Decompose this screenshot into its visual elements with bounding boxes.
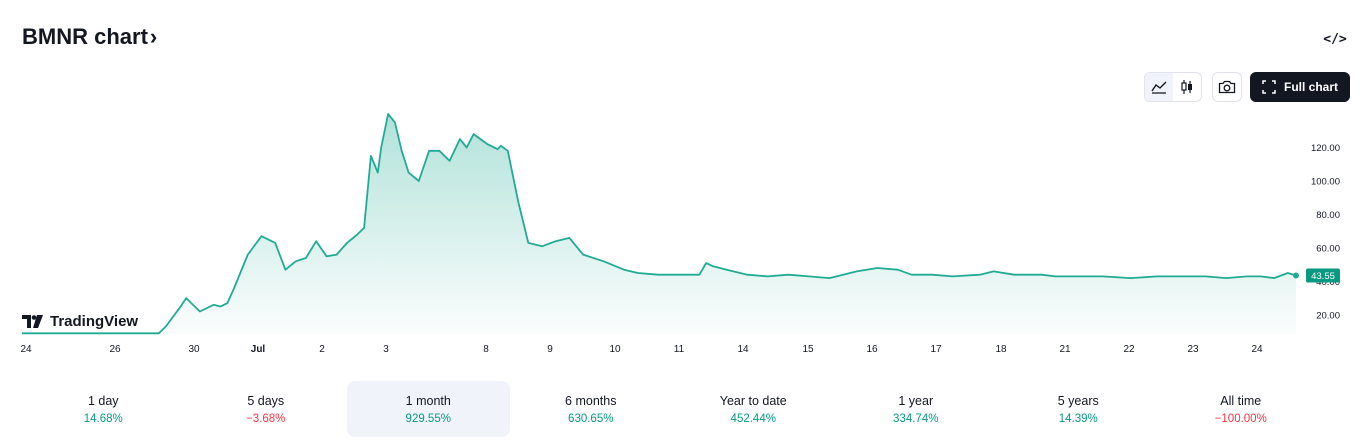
y-axis-tick-label: 100.00 (1311, 176, 1340, 187)
price-line (22, 113, 1297, 335)
period-label: 5 years (1057, 393, 1099, 408)
x-axis-tick-label: 18 (995, 344, 1007, 355)
last-price-point (1293, 272, 1299, 279)
page-title: BMNR chart (22, 24, 148, 49)
period-label: 5 days (247, 393, 285, 408)
y-axis-tick-label: 120.00 (1311, 143, 1340, 154)
period-tab[interactable]: All time −100.00% (1160, 381, 1323, 437)
y-axis-tick-label: 60.00 (1316, 243, 1340, 254)
x-axis-tick-label: 9 (547, 344, 553, 355)
tradingview-logo-text: TradingView (50, 313, 139, 330)
period-tab[interactable]: 1 year 334.74% (835, 381, 998, 437)
chart-toolbar: Full chart (1144, 72, 1350, 102)
fullscreen-icon (1262, 80, 1276, 94)
period-change-value: 334.74% (893, 412, 939, 425)
x-axis-tick-label: 22 (1123, 344, 1135, 355)
period-label: 1 year (898, 393, 934, 408)
period-tab[interactable]: 5 years 14.39% (997, 381, 1160, 437)
period-change-value: 929.55% (405, 412, 451, 425)
camera-icon (1218, 80, 1236, 94)
period-label: 6 months (565, 393, 617, 408)
y-axis-tick-label: 20.00 (1316, 310, 1340, 321)
embed-code-button[interactable]: </> (1322, 28, 1348, 50)
chart-style-switcher (1144, 72, 1202, 102)
x-axis-tick-label: 16 (866, 344, 878, 355)
x-axis-tick-label: 26 (109, 344, 121, 355)
x-axis-tick-label: 10 (609, 344, 621, 355)
x-axis-tick-label: 3 (383, 344, 389, 355)
period-tab[interactable]: 1 month 929.55% (347, 381, 510, 437)
x-axis-tick-label: Jul (251, 344, 266, 355)
x-axis-tick-label: 30 (188, 344, 200, 355)
candlestick-icon (1181, 80, 1192, 94)
chevron-right-icon: › (149, 24, 158, 49)
x-axis-tick-label: 23 (1187, 344, 1199, 355)
snapshot-button[interactable] (1212, 72, 1242, 102)
y-axis-tick-label: 80.00 (1316, 210, 1340, 221)
candles-style-button[interactable] (1173, 73, 1201, 101)
x-axis-tick-label: 2 (319, 344, 325, 355)
price-area-fill (22, 114, 1296, 334)
period-tab[interactable]: 5 days −3.68% (185, 381, 348, 437)
period-label: Year to date (719, 393, 787, 408)
chart-title-link[interactable]: BMNR chart › (22, 24, 157, 50)
period-change-value: −100.00% (1214, 412, 1267, 425)
x-axis-tick-label: 8 (483, 344, 489, 355)
tradingview-logo[interactable]: TradingView (22, 313, 138, 330)
x-axis-tick-label: 21 (1059, 344, 1071, 355)
x-axis-tick-label: 15 (802, 344, 814, 355)
full-chart-button[interactable]: Full chart (1250, 72, 1350, 102)
x-axis-tick-label: 11 (674, 344, 685, 355)
period-selector: 1 day 14.68% 5 days −3.68% 1 month 929.55% 6 m… (22, 381, 1322, 437)
x-axis-tick-label: 14 (737, 344, 749, 355)
area-style-button[interactable] (1145, 73, 1173, 101)
period-change-value: −3.68% (246, 412, 286, 425)
x-axis-tick-label: 24 (1251, 344, 1263, 355)
period-tab[interactable]: 1 day 14.68% (22, 381, 185, 437)
last-price-label: 43.55 (1311, 271, 1335, 282)
period-change-value: 14.39% (1058, 412, 1098, 425)
last-price-badge (1306, 268, 1340, 283)
period-change-value: 630.65% (568, 412, 614, 425)
period-change-value: 14.68% (83, 412, 123, 425)
period-label: 1 month (405, 393, 451, 408)
code-icon: </> (1323, 31, 1347, 47)
period-tab[interactable]: 6 months 630.65% (510, 381, 673, 437)
tradingview-logo-icon (22, 315, 43, 328)
x-axis-tick-label: 17 (930, 344, 942, 355)
full-chart-label: Full chart (1283, 80, 1338, 94)
period-tab[interactable]: Year to date 452.44% (672, 381, 835, 437)
area-chart-icon (1151, 81, 1167, 94)
period-change-value: 452.44% (730, 412, 776, 425)
x-axis-tick-label: 24 (20, 344, 32, 355)
period-label: 1 day (87, 393, 119, 408)
period-label: All time (1220, 393, 1262, 408)
